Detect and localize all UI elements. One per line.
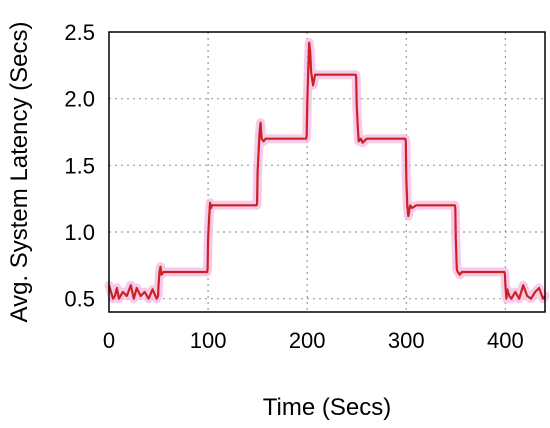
y-ticks: 0.5 1.0 1.5 2.0 2.5 — [64, 20, 95, 312]
y-tick-label: 2.5 — [64, 20, 95, 45]
series-line-0 — [107, 41, 546, 300]
series-band-0 — [104, 38, 550, 304]
x-tick-label: 100 — [190, 328, 227, 353]
x-tick-label: 0 — [103, 328, 115, 353]
y-tick-label: 1.0 — [64, 220, 95, 245]
series-line-layer — [107, 41, 546, 300]
x-tick-label: 200 — [289, 328, 326, 353]
series-band — [104, 38, 550, 304]
plot-frame — [108, 31, 546, 313]
x-axis-label: Time (Secs) — [263, 394, 391, 421]
x-tick-label: 300 — [388, 328, 425, 353]
x-ticks: 0 100 200 300 400 — [103, 328, 524, 353]
y-axis-label: Avg. System Latency (Secs) — [6, 21, 33, 322]
x-tick-label: 400 — [487, 328, 524, 353]
y-tick-label: 0.5 — [64, 287, 95, 312]
y-tick-label: 2.0 — [64, 87, 95, 112]
y-tick-label: 1.5 — [64, 153, 95, 178]
